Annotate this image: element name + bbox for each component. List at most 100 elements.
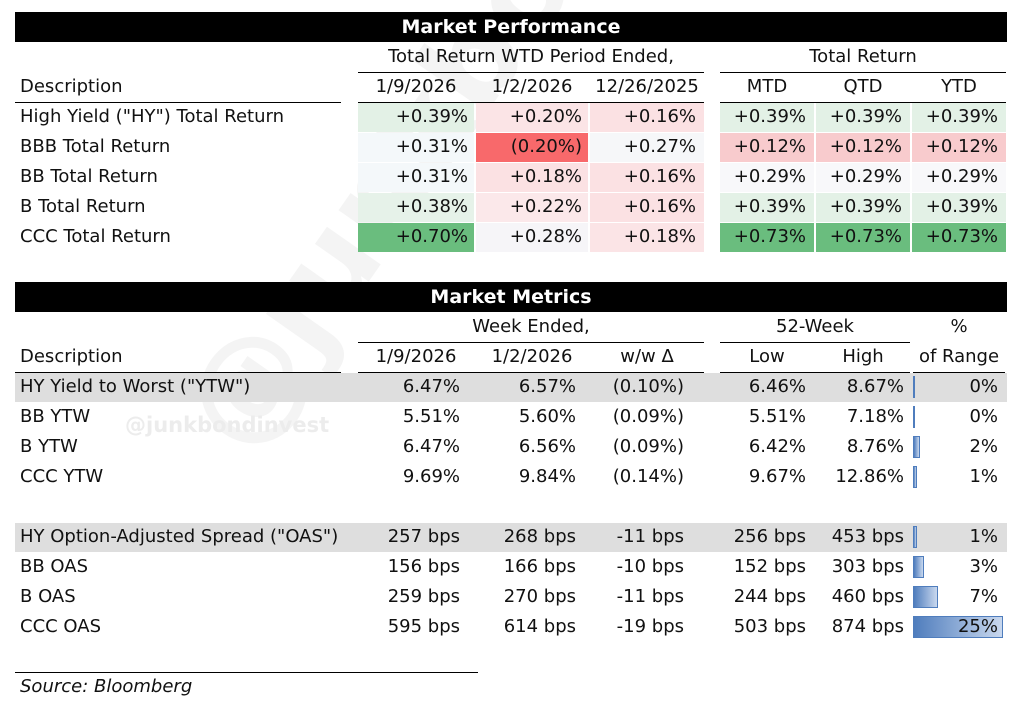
metrics-value: 259 bps xyxy=(387,586,460,607)
range-bar-fill xyxy=(913,466,917,488)
performance-desc-underline xyxy=(15,102,341,103)
metrics-value: -11 bps xyxy=(616,526,684,547)
source-divider xyxy=(15,672,478,673)
performance-header-underline-2 xyxy=(720,102,1006,103)
range-bar xyxy=(913,466,1004,488)
performance-value: +0.73% xyxy=(733,226,806,247)
performance-heat-cell xyxy=(358,133,474,162)
metrics-column-header: Low xyxy=(749,346,785,367)
performance-heat-cell xyxy=(358,103,474,132)
range-bar-fill xyxy=(913,556,924,578)
performance-heat-cell xyxy=(816,103,910,132)
metrics-value: 1% xyxy=(969,466,998,487)
metrics-value: 9.84% xyxy=(518,466,576,487)
metrics-value: 156 bps xyxy=(387,556,460,577)
performance-value: +0.12% xyxy=(925,136,998,157)
metrics-value: 270 bps xyxy=(503,586,576,607)
performance-heat-cell xyxy=(720,133,814,162)
performance-heat-cell xyxy=(358,193,474,222)
metrics-value: 5.51% xyxy=(748,406,806,427)
metrics-header-underline-2 xyxy=(720,372,910,373)
metrics-value: 152 bps xyxy=(733,556,806,577)
performance-value: +0.31% xyxy=(395,166,468,187)
performance-column-header: MTD xyxy=(746,76,788,97)
metrics-value: 503 bps xyxy=(733,616,806,637)
metrics-value: 7% xyxy=(969,586,998,607)
metrics-value: 268 bps xyxy=(503,526,576,547)
performance-row-label: B Total Return xyxy=(20,196,146,217)
performance-row-label: BB Total Return xyxy=(20,166,158,187)
performance-heat-cell xyxy=(720,163,814,192)
performance-row-label: BBB Total Return xyxy=(20,136,171,157)
metrics-value: 2% xyxy=(969,436,998,457)
metrics-group1-underline xyxy=(358,342,704,343)
metrics-value: 256 bps xyxy=(733,526,806,547)
performance-heat-cell xyxy=(816,133,910,162)
metrics-value: 303 bps xyxy=(831,556,904,577)
performance-value: +0.22% xyxy=(509,196,582,217)
metrics-value: 6.47% xyxy=(402,376,460,397)
performance-desc-header: Description xyxy=(20,76,123,97)
metrics-value: 0% xyxy=(969,376,998,397)
watermark-small: @junkbondinvest xyxy=(125,413,330,437)
metrics-value: -11 bps xyxy=(616,586,684,607)
performance-column-header: 1/2/2026 xyxy=(491,76,573,97)
metrics-value: 9.69% xyxy=(402,466,460,487)
metrics-row-label: HY Yield to Worst ("YTW") xyxy=(20,376,251,397)
performance-heat-cell xyxy=(912,223,1006,252)
performance-heat-cell xyxy=(720,223,814,252)
metrics-desc-underline xyxy=(15,372,341,373)
metrics-value: (0.10%) xyxy=(612,376,684,397)
performance-heat-cell xyxy=(816,163,910,192)
performance-value: +0.73% xyxy=(829,226,902,247)
performance-heat-cell xyxy=(590,103,704,132)
performance-row-label: High Yield ("HY") Total Return xyxy=(20,106,285,127)
metrics-value: 3% xyxy=(969,556,998,577)
performance-value: +0.29% xyxy=(925,166,998,187)
performance-heat-cell xyxy=(590,193,704,222)
metrics-value: 244 bps xyxy=(733,586,806,607)
performance-value: +0.38% xyxy=(395,196,468,217)
metrics-row-label: B OAS xyxy=(20,586,76,607)
performance-value: +0.18% xyxy=(623,226,696,247)
performance-heat-cell xyxy=(476,223,588,252)
range-bar-fill xyxy=(913,526,917,548)
metrics-value: 5.60% xyxy=(518,406,576,427)
performance-heat-cell xyxy=(912,133,1006,162)
metrics-value: 874 bps xyxy=(831,616,904,637)
metrics-value: 453 bps xyxy=(831,526,904,547)
range-bar-fill xyxy=(913,436,920,458)
range-bar xyxy=(913,376,1004,398)
metrics-value: 9.67% xyxy=(748,466,806,487)
performance-column-header: QTD xyxy=(843,76,883,97)
metrics-value: 166 bps xyxy=(503,556,576,577)
metrics-value: 595 bps xyxy=(387,616,460,637)
performance-heat-cell xyxy=(476,163,588,192)
performance-group2-label: Total Return xyxy=(809,46,917,67)
performance-group2-underline xyxy=(720,72,1006,73)
performance-value: +0.39% xyxy=(925,106,998,127)
range-bar-fill xyxy=(913,406,915,428)
range-bar xyxy=(913,526,1004,548)
performance-value: +0.39% xyxy=(829,106,902,127)
performance-value: (0.20%) xyxy=(510,136,582,157)
metrics-row-highlight xyxy=(15,373,1007,402)
performance-heat-cell xyxy=(476,133,588,162)
metrics-row-label: HY Option-Adjusted Spread ("OAS") xyxy=(20,526,339,547)
performance-row-label: CCC Total Return xyxy=(20,226,171,247)
performance-heat-cell xyxy=(720,103,814,132)
metrics-value: 6.42% xyxy=(748,436,806,457)
performance-value: +0.39% xyxy=(733,196,806,217)
performance-column-header: YTD xyxy=(941,76,977,97)
range-bar xyxy=(913,436,1004,458)
performance-heat-cell xyxy=(720,193,814,222)
metrics-value: -19 bps xyxy=(616,616,684,637)
metrics-row-label: B YTW xyxy=(20,436,78,457)
metrics-value: 25% xyxy=(957,616,998,637)
performance-value: +0.12% xyxy=(829,136,902,157)
source-note: Source: Bloomberg xyxy=(20,676,193,697)
performance-value: +0.16% xyxy=(623,106,696,127)
metrics-group2-underline xyxy=(720,342,910,343)
metrics-row-label: BB YTW xyxy=(20,406,91,427)
range-bar xyxy=(913,406,1004,428)
